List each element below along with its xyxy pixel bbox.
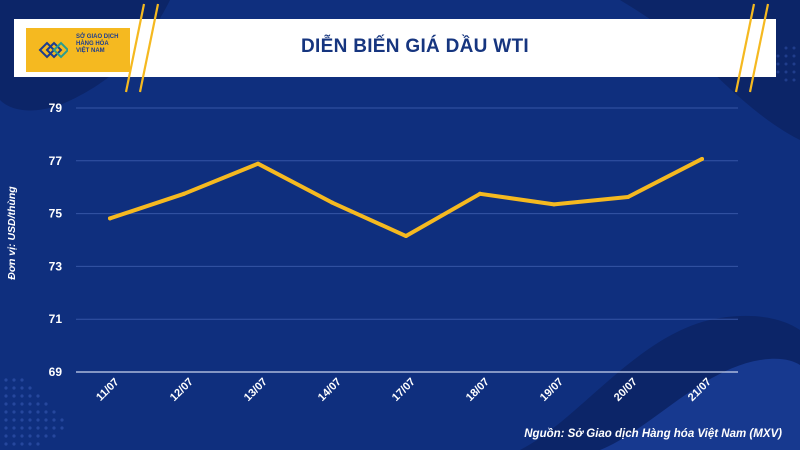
series-line [108, 156, 704, 239]
bg-wave-bottom-right-light [600, 358, 800, 450]
data-point [552, 202, 556, 207]
logo-line: HÀNG HÓA [76, 41, 109, 48]
x-tick-label: 20/07 [612, 376, 640, 404]
logo-text: SỞ GIAO DỊCH HÀNG HÓA VIỆT NAM [76, 34, 132, 56]
y-tick-label: 77 [49, 154, 63, 168]
source-note: Nguồn: Sở Giao dịch Hàng hóa Việt Nam (M… [524, 428, 782, 440]
y-tick-label: 71 [49, 312, 63, 326]
y-tick-labels: 69 71 73 75 77 79 [49, 101, 63, 379]
y-tick-label: 75 [49, 207, 63, 221]
x-tick-label: 21/07 [686, 376, 714, 404]
x-tick-label: 18/07 [464, 376, 492, 404]
x-tick-label: 12/07 [168, 376, 196, 404]
data-point [182, 191, 186, 196]
data-point [700, 156, 704, 161]
grid-lines [76, 107, 738, 373]
y-tick-label: 69 [49, 365, 63, 379]
data-point [256, 161, 260, 166]
x-tick-label: 11/07 [94, 376, 122, 404]
series-group [108, 156, 704, 239]
logo-line: SỞ GIAO DỊCH [76, 34, 119, 40]
logo-mark-icon [38, 41, 68, 59]
data-point [404, 234, 408, 239]
chart-title: DIỄN BIẾN GIÁ DẦU WTI [301, 36, 529, 57]
x-tick-label: 19/07 [538, 376, 566, 404]
logo-line: VIỆT NAM [76, 48, 105, 55]
x-tick-label: 14/07 [316, 376, 344, 404]
data-point [108, 216, 112, 221]
x-tick-label: 17/07 [390, 376, 418, 404]
dot-pattern-left [4, 378, 64, 446]
data-point [626, 194, 630, 199]
x-tick-label: 13/07 [242, 376, 270, 404]
y-axis-label: Đơn vị: USD/thùng [6, 186, 18, 280]
y-tick-label: 73 [49, 259, 63, 273]
data-point [478, 191, 482, 196]
x-tick-labels: 11/07 12/07 13/07 14/07 17/07 18/07 19/07 20/07… [94, 376, 714, 404]
y-tick-label: 79 [49, 101, 63, 115]
data-point [330, 200, 334, 205]
logo: SỞ GIAO DỊCH HÀNG HÓA VIỆT NAM [26, 28, 130, 72]
